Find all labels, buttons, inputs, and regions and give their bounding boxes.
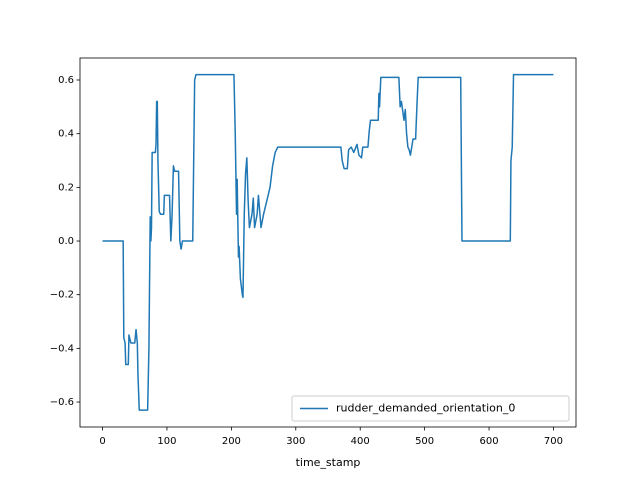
legend-label: rudder_demanded_orientation_0	[336, 402, 515, 415]
x-tick-label: 300	[286, 436, 305, 447]
x-axis-label: time_stamp	[296, 456, 361, 469]
plot-frame	[79, 57, 577, 428]
x-tick-label: 0	[99, 436, 105, 447]
y-tick-label: −0.4	[50, 343, 74, 354]
x-tick-label: 200	[222, 436, 241, 447]
x-tick-label: 100	[157, 436, 176, 447]
x-tick-label: 500	[415, 436, 434, 447]
y-tick-label: 0.0	[58, 236, 74, 247]
y-tick-label: −0.6	[50, 397, 74, 408]
y-tick-label: 0.4	[58, 129, 74, 140]
x-tick-label: 600	[479, 436, 498, 447]
y-tick-label: 0.6	[58, 75, 74, 86]
y-tick-label: −0.2	[50, 290, 74, 301]
legend-box	[291, 395, 570, 422]
x-tick-label: 400	[351, 436, 370, 447]
x-tick-label: 700	[544, 436, 563, 447]
series-line	[102, 73, 554, 411]
y-tick-label: 0.2	[58, 182, 74, 193]
